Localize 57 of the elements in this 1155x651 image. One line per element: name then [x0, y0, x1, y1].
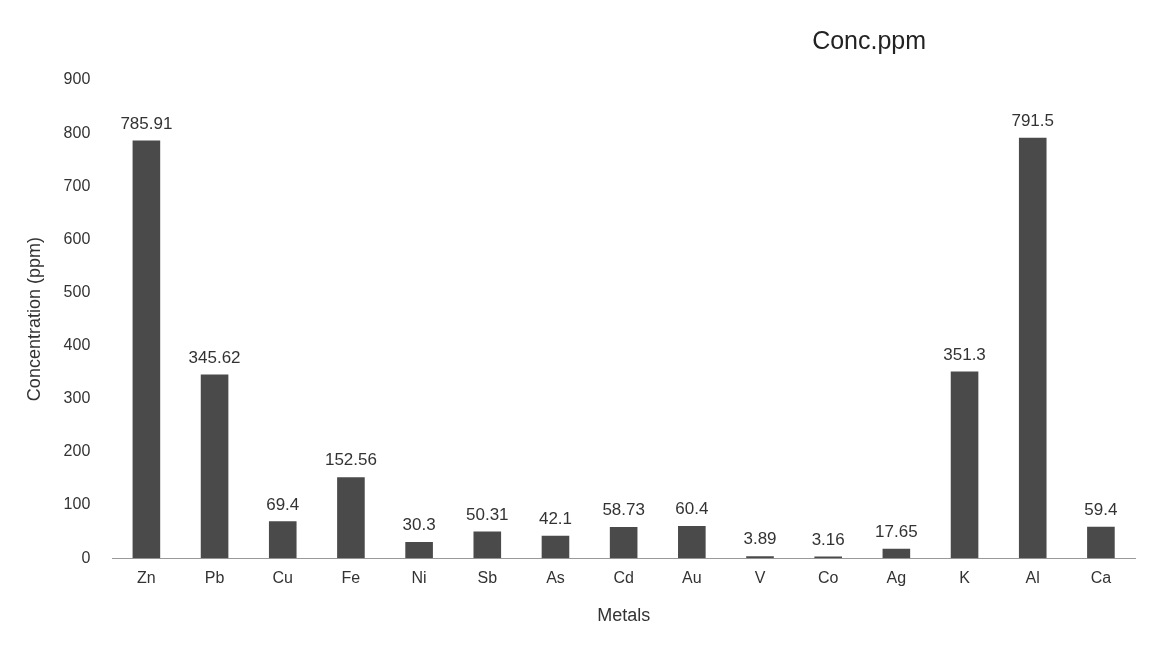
bar — [609, 527, 638, 559]
y-tick-label: 700 — [63, 176, 91, 194]
data-label: 58.73 — [602, 500, 645, 520]
x-tick-label: Fe — [341, 569, 361, 587]
bar — [268, 521, 297, 559]
data-label: 59.4 — [1084, 499, 1118, 519]
y-tick-label: 100 — [63, 495, 91, 513]
x-tick-label: K — [959, 569, 971, 587]
y-tick-label: 0 — [81, 548, 91, 566]
data-label: 785.91 — [120, 113, 173, 133]
y-tick-label: 300 — [63, 389, 91, 407]
data-label: 60.4 — [675, 499, 709, 519]
x-tick-label: Cu — [272, 569, 293, 587]
x-tick-label: Ni — [411, 569, 427, 587]
data-label: 30.3 — [402, 515, 436, 535]
y-tick-label: 900 — [63, 70, 91, 88]
x-axis-title: Metals — [597, 605, 651, 626]
y-tick-label: 800 — [63, 123, 91, 141]
x-tick-label: Pb — [204, 569, 225, 587]
data-label: 3.16 — [811, 529, 845, 549]
bar — [746, 556, 774, 559]
data-label: 791.5 — [1011, 110, 1054, 130]
y-tick-label: 600 — [63, 229, 91, 247]
x-tick-label: Sb — [477, 569, 498, 587]
x-tick-label: Au — [682, 569, 702, 587]
bar — [200, 374, 229, 559]
x-tick-label: Al — [1025, 569, 1040, 587]
chart-title: Conc.ppm — [812, 25, 927, 54]
x-tick-label: Ag — [886, 569, 907, 587]
bar — [337, 477, 365, 559]
bar — [950, 371, 979, 559]
x-tick-label: Cd — [613, 569, 634, 587]
y-tick-label: 200 — [63, 442, 91, 460]
y-tick-label: 400 — [63, 336, 91, 354]
bar — [1087, 526, 1115, 559]
bar — [541, 535, 570, 559]
y-tick-label: 500 — [63, 282, 91, 300]
x-tick-label: Co — [817, 569, 839, 587]
data-label: 152.56 — [324, 450, 377, 470]
data-label: 69.4 — [266, 494, 300, 514]
data-label: 3.89 — [743, 529, 777, 549]
bar — [1018, 137, 1047, 559]
bar — [405, 542, 433, 559]
x-tick-label: Zn — [137, 569, 156, 587]
y-axis-title: Concentration (ppm) — [23, 237, 44, 402]
x-tick-label: As — [546, 569, 565, 587]
bar — [132, 140, 161, 559]
data-label: 17.65 — [875, 522, 918, 542]
data-label: 351.3 — [943, 344, 986, 364]
bar — [678, 526, 706, 559]
data-label: 50.31 — [466, 504, 509, 524]
x-tick-label: Ca — [1090, 569, 1112, 587]
data-label: 42.1 — [538, 509, 573, 529]
data-label: 345.62 — [188, 347, 241, 367]
bar — [473, 531, 502, 559]
x-tick-label: V — [754, 569, 766, 587]
bar — [882, 548, 911, 559]
